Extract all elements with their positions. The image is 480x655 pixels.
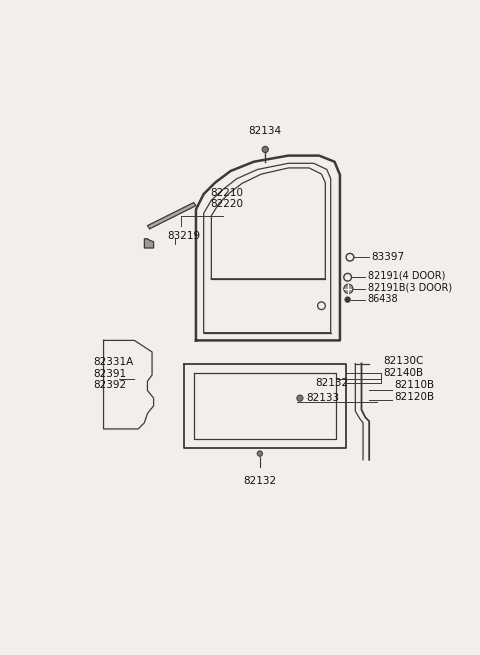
Text: 83397: 83397	[372, 252, 405, 262]
Text: 82134: 82134	[249, 126, 282, 136]
Text: 82132: 82132	[243, 476, 276, 485]
Circle shape	[262, 146, 268, 153]
Text: 82130C: 82130C	[383, 356, 423, 366]
Circle shape	[257, 451, 263, 457]
Circle shape	[344, 284, 353, 293]
Circle shape	[345, 297, 350, 303]
Text: 82210: 82210	[210, 187, 243, 198]
Text: 82140B: 82140B	[383, 367, 423, 378]
Text: 82133: 82133	[306, 393, 339, 403]
Text: 82331A: 82331A	[94, 357, 134, 367]
Polygon shape	[144, 239, 154, 248]
Text: 82120B: 82120B	[395, 392, 435, 402]
Text: 82220: 82220	[210, 199, 243, 209]
Text: 82191(4 DOOR): 82191(4 DOOR)	[368, 271, 445, 281]
Text: 83219: 83219	[168, 231, 201, 242]
Text: 82391: 82391	[94, 369, 127, 379]
Text: 82110B: 82110B	[395, 380, 435, 390]
Text: 82191B(3 DOOR): 82191B(3 DOOR)	[368, 282, 452, 292]
Text: 82392: 82392	[94, 380, 127, 390]
Text: 86438: 86438	[368, 294, 398, 304]
Polygon shape	[147, 202, 196, 229]
Text: 82132: 82132	[315, 378, 348, 388]
Circle shape	[297, 395, 303, 402]
